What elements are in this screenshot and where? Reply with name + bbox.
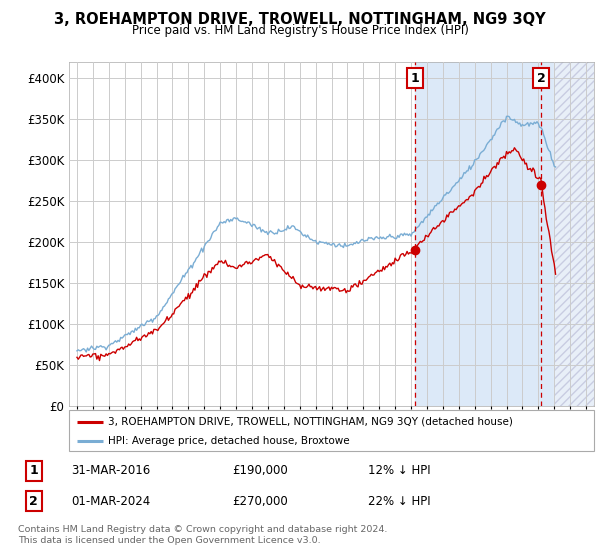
Text: 01-MAR-2024: 01-MAR-2024 xyxy=(71,494,151,507)
Text: HPI: Average price, detached house, Broxtowe: HPI: Average price, detached house, Brox… xyxy=(109,436,350,446)
Text: £270,000: £270,000 xyxy=(232,494,288,507)
Text: Price paid vs. HM Land Registry's House Price Index (HPI): Price paid vs. HM Land Registry's House … xyxy=(131,24,469,36)
Text: 2: 2 xyxy=(536,72,545,85)
Text: Contains HM Land Registry data © Crown copyright and database right 2024.
This d: Contains HM Land Registry data © Crown c… xyxy=(18,525,388,545)
Text: 1: 1 xyxy=(29,464,38,477)
Text: £190,000: £190,000 xyxy=(232,464,288,477)
Bar xyxy=(554,62,594,406)
Text: 3, ROEHAMPTON DRIVE, TROWELL, NOTTINGHAM, NG9 3QY: 3, ROEHAMPTON DRIVE, TROWELL, NOTTINGHAM… xyxy=(54,12,546,27)
Text: 1: 1 xyxy=(410,72,419,85)
FancyBboxPatch shape xyxy=(69,410,594,451)
Text: 12% ↓ HPI: 12% ↓ HPI xyxy=(368,464,430,477)
Text: 31-MAR-2016: 31-MAR-2016 xyxy=(71,464,151,477)
Bar xyxy=(415,62,594,406)
Text: 22% ↓ HPI: 22% ↓ HPI xyxy=(368,494,430,507)
Text: 3, ROEHAMPTON DRIVE, TROWELL, NOTTINGHAM, NG9 3QY (detached house): 3, ROEHAMPTON DRIVE, TROWELL, NOTTINGHAM… xyxy=(109,417,513,427)
Text: 2: 2 xyxy=(29,494,38,507)
Bar xyxy=(554,62,594,406)
